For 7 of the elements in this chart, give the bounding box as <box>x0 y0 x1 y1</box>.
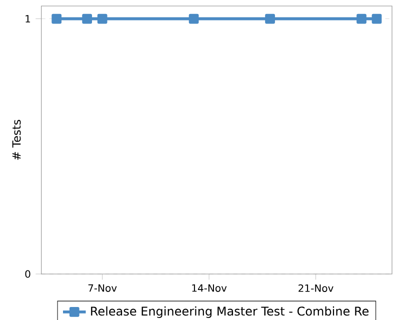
y-tick-label: 0 <box>25 270 30 278</box>
x-tick-label: 14-Nov <box>192 284 227 292</box>
x-tick-label: 21-Nov <box>298 284 334 292</box>
y-axis-title: # Tests <box>12 120 21 160</box>
y-tick-label: 1 <box>26 15 30 22</box>
legend-label: Release Engineering Master Test - Combine Re <box>91 306 369 318</box>
x-tick-label: 7-Nov <box>88 284 117 292</box>
